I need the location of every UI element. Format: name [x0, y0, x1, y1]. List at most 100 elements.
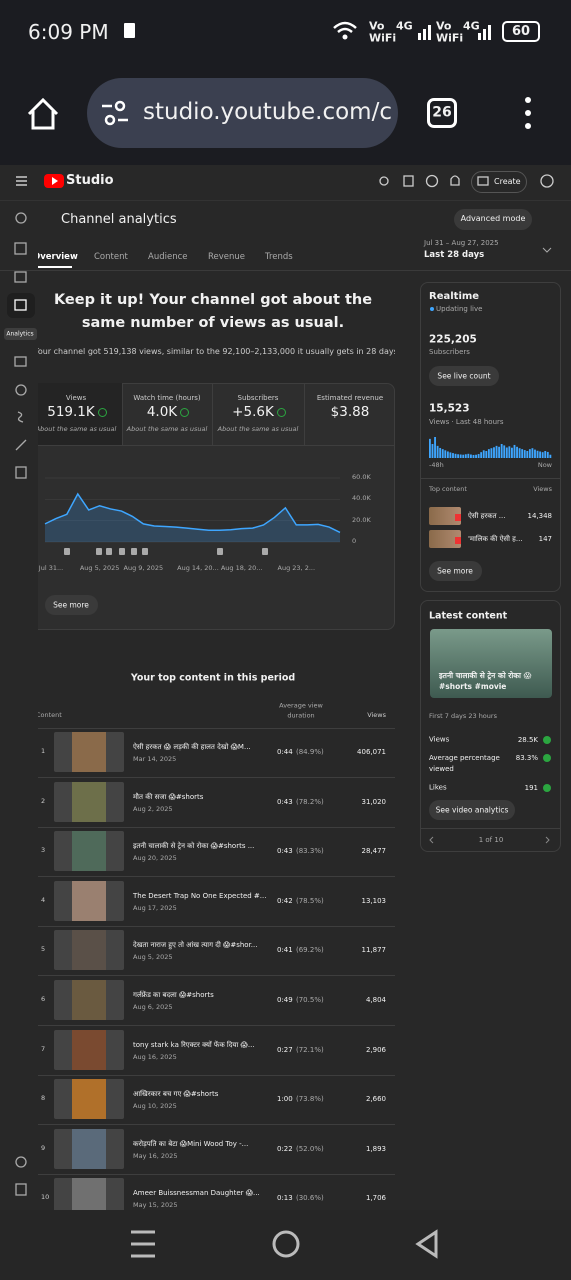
- thumbnail-caption: इतनी चालाकी से ट्रेन को रोका 😱 #shorts #…: [439, 670, 532, 691]
- create-label[interactable]: Create: [494, 177, 521, 187]
- duration-percent: (72.1%): [296, 1045, 324, 1054]
- bar: [444, 450, 447, 458]
- live-button-label[interactable]: See live count: [437, 371, 491, 381]
- annotation-icon: [106, 548, 112, 555]
- site-icon[interactable]: [102, 100, 128, 126]
- vo-label: Vo: [369, 19, 385, 33]
- rank: 2: [41, 796, 46, 805]
- url-bar[interactable]: [87, 78, 398, 148]
- thumbnail: [54, 880, 124, 921]
- views: 31,020: [361, 797, 387, 806]
- bar: [526, 451, 529, 458]
- net-label: 4G: [396, 19, 413, 33]
- video-title: देखता नाराज हुए तो आंख त्याग दी 😱#shor..…: [133, 941, 258, 950]
- notif-icon: [124, 23, 135, 38]
- row-divider: [38, 1025, 395, 1026]
- vo-label: Vo: [436, 19, 452, 33]
- check-icon: [98, 408, 107, 417]
- tab-counter[interactable]: [427, 98, 457, 128]
- views-count: 15,523: [429, 402, 470, 415]
- duration: 0:22: [277, 1144, 293, 1153]
- header-icons[interactable]: [379, 174, 554, 188]
- main-graphics: [44, 477, 341, 543]
- see-more-label[interactable]: See more: [53, 600, 89, 610]
- latest-card: [420, 600, 561, 852]
- wifi: [333, 21, 357, 33]
- thumbnail: [54, 1079, 124, 1120]
- pager-arrows[interactable]: [429, 836, 550, 844]
- bar: [549, 454, 552, 458]
- hamburger[interactable]: [16, 176, 27, 186]
- item-title: 'मालिक की ऐसी ह...: [468, 534, 523, 543]
- rank: 4: [41, 895, 46, 904]
- bar: [521, 449, 524, 458]
- y-tick-label: 0: [352, 537, 357, 546]
- pager: 1 of 10: [478, 835, 504, 844]
- axis-label: Now: [537, 461, 552, 470]
- analytics-label[interactable]: See video analytics: [435, 805, 509, 815]
- advanced-button[interactable]: [454, 209, 532, 230]
- thumbnail: [54, 980, 124, 1020]
- bar: [523, 450, 526, 458]
- axis-label: -48h: [429, 461, 444, 470]
- url-text[interactable]: studio.youtube.com/c: [143, 99, 392, 126]
- rank: 5: [41, 945, 46, 954]
- tab[interactable]: Content: [94, 251, 128, 262]
- bar: [434, 437, 436, 458]
- duration-percent: (69.2%): [296, 946, 324, 955]
- see-more-button[interactable]: [45, 595, 98, 615]
- video-date: Mar 14, 2025: [133, 755, 177, 764]
- item-title: ऐसी हरकत ...: [468, 511, 506, 520]
- stat-label: Views: [429, 735, 450, 744]
- row-divider: [38, 1124, 395, 1126]
- row-divider: [38, 1173, 395, 1175]
- nav-buttons[interactable]: [131, 1229, 438, 1259]
- tab[interactable]: Overview: [38, 251, 78, 262]
- duration: 0:44: [277, 747, 293, 756]
- row-divider: [38, 876, 395, 878]
- check-icon: [543, 784, 551, 792]
- bar: [467, 453, 470, 458]
- tab[interactable]: Revenue: [208, 251, 246, 262]
- tab[interactable]: Audience: [148, 251, 188, 262]
- create-button[interactable]: [471, 171, 527, 193]
- tab-underline: [38, 266, 72, 268]
- thumbnail: [54, 831, 124, 872]
- period[interactable]: Last 28 days: [424, 249, 485, 260]
- headline: Keep it up! Your channel got about the s…: [53, 291, 373, 331]
- duration-percent: (52.0%): [296, 1144, 324, 1153]
- see-more-label[interactable]: See more: [437, 566, 473, 576]
- duration-percent: (84.9%): [296, 747, 324, 756]
- rank: 6: [41, 995, 46, 1004]
- advanced-label[interactable]: Advanced mode: [460, 214, 526, 224]
- video-title: The Desert Trap No One Expected #...: [133, 891, 267, 900]
- menu-icon[interactable]: [525, 97, 531, 129]
- nav-bar: [0, 1210, 571, 1280]
- latest-thumbnail[interactable]: [430, 629, 552, 698]
- duration: 0:42: [277, 896, 293, 905]
- bar: [534, 449, 536, 458]
- row-divider: [38, 777, 395, 778]
- stat-label: Views · Last 48 hours: [429, 417, 504, 426]
- annotation-icon: [119, 548, 125, 555]
- bar: [487, 449, 490, 458]
- bar: [475, 454, 477, 458]
- check-icon: [543, 736, 551, 744]
- list-header: Views: [533, 485, 552, 494]
- bar: [516, 446, 518, 458]
- bar: [464, 454, 467, 458]
- video-title: करोड़पति का बेटा 😱Mini Wood Toy -...: [133, 1139, 249, 1148]
- bar: [536, 450, 539, 458]
- metric-selected[interactable]: [38, 383, 122, 445]
- bar: [449, 452, 452, 458]
- bar: [470, 454, 472, 458]
- bar: [472, 454, 475, 458]
- tab[interactable]: Trends: [265, 251, 293, 262]
- home-icon[interactable]: [27, 97, 59, 130]
- date-range: Jul 31 – Aug 27, 2025: [424, 238, 499, 247]
- sidebar-icons[interactable]: [14, 212, 27, 1196]
- tab-count[interactable]: 26: [432, 104, 452, 121]
- chevron[interactable]: [542, 247, 552, 253]
- bar: [454, 453, 457, 458]
- duration: 0:43: [277, 797, 293, 806]
